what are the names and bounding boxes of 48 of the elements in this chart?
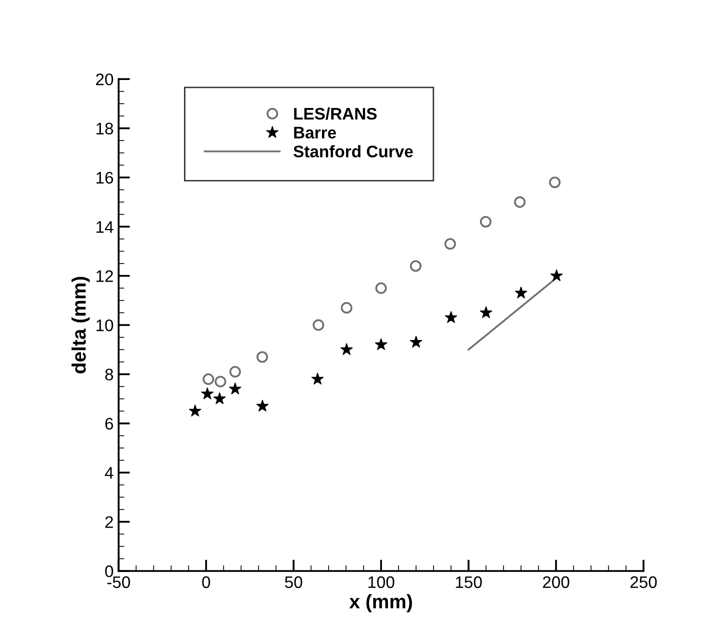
point xyxy=(444,238,456,250)
point xyxy=(514,196,526,208)
point xyxy=(228,382,242,394)
point xyxy=(229,366,241,378)
point xyxy=(256,400,269,412)
y-tick-label: 14 xyxy=(96,221,114,233)
point xyxy=(214,376,226,388)
y-tick-label: 0 xyxy=(105,565,114,578)
point xyxy=(550,269,563,282)
y-tick-label: 4 xyxy=(104,467,114,479)
point xyxy=(340,343,353,356)
y-tick-label: 8 xyxy=(105,368,114,380)
y-tick-label: 16 xyxy=(96,172,114,184)
x-tick-label: 50 xyxy=(284,576,302,588)
point xyxy=(202,373,214,385)
y-tick-label: 18 xyxy=(96,122,114,134)
point xyxy=(480,216,492,228)
point xyxy=(549,176,561,188)
point xyxy=(201,387,214,400)
point xyxy=(514,286,528,298)
point xyxy=(312,319,324,331)
point xyxy=(410,336,422,348)
legend-label: Stanford Curve xyxy=(294,145,413,158)
legend-label: Barre xyxy=(294,126,336,139)
point xyxy=(444,311,458,324)
y-tick-label: 20 xyxy=(96,73,114,86)
y-tick-label: 12 xyxy=(96,270,113,282)
point xyxy=(188,404,202,417)
point xyxy=(480,306,492,318)
x-tick-label: 100 xyxy=(368,576,394,588)
y-tick-label: 6 xyxy=(105,418,114,430)
x-tick-label: -50 xyxy=(107,576,130,588)
x-tick-label: 0 xyxy=(202,576,210,588)
x-tick-label: 150 xyxy=(456,576,482,588)
point xyxy=(213,392,226,404)
x-tick-label: 200 xyxy=(542,576,570,588)
x-axis-title: x (mm) xyxy=(349,594,412,612)
point xyxy=(375,282,387,294)
y-axis-title: delta (mm) xyxy=(72,276,90,374)
y-tick-label: 2 xyxy=(105,516,113,528)
point xyxy=(340,302,352,314)
point xyxy=(311,372,324,385)
legend-label: LES/RANS xyxy=(294,107,377,120)
point xyxy=(410,260,422,272)
point xyxy=(374,338,388,350)
y-tick-label: 10 xyxy=(96,319,114,332)
point xyxy=(256,351,268,363)
x-tick-label: 250 xyxy=(630,576,657,588)
